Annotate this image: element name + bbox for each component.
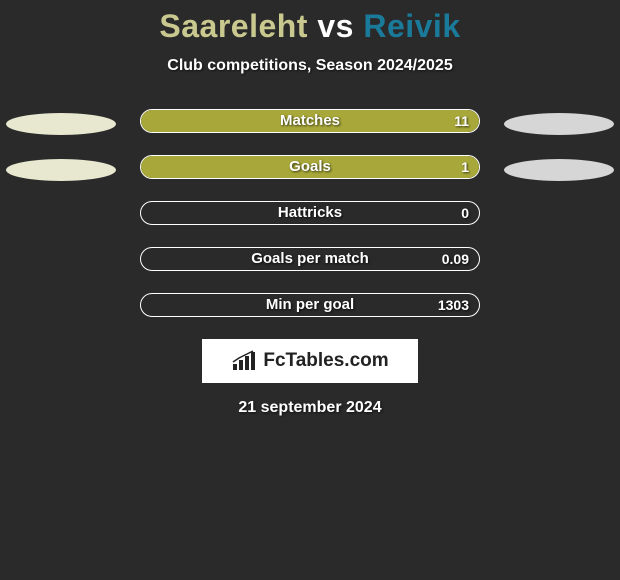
stat-label: Hattricks: [278, 202, 342, 224]
stat-area: Matches 11 Goals 1 Hattricks 0 Goals per match…: [0, 109, 620, 317]
stat-row: Goals per match 0.09: [140, 247, 480, 271]
chart-container: Saareleht vs Reivik Club competitions, S…: [0, 0, 620, 417]
stat-row: Min per goal 1303: [140, 293, 480, 317]
chart-icon: [231, 350, 257, 372]
stat-value-right: 1303: [438, 294, 469, 316]
title: Saareleht vs Reivik: [0, 8, 620, 45]
stat-rows: Matches 11 Goals 1 Hattricks 0 Goals per match…: [0, 109, 620, 317]
ellipse-left-0: [6, 113, 116, 135]
ellipse-right-1: [504, 159, 614, 181]
logo-box: FcTables.com: [202, 339, 418, 383]
logo-text: FcTables.com: [263, 350, 388, 372]
vs-text: vs: [317, 8, 354, 44]
stat-value-right: 1: [461, 156, 469, 178]
stat-value-right: 0.09: [442, 248, 469, 270]
player2-name: Reivik: [363, 8, 460, 44]
stat-label: Min per goal: [266, 294, 354, 316]
stat-label: Matches: [280, 110, 340, 132]
stat-label: Goals per match: [251, 248, 369, 270]
stat-row: Goals 1: [140, 155, 480, 179]
stat-value-right: 0: [461, 202, 469, 224]
stat-label: Goals: [289, 156, 331, 178]
stat-row: Hattricks 0: [140, 201, 480, 225]
subtitle: Club competitions, Season 2024/2025: [0, 57, 620, 75]
player1-name: Saareleht: [159, 8, 308, 44]
ellipse-left-1: [6, 159, 116, 181]
stat-row: Matches 11: [140, 109, 480, 133]
stat-value-right: 11: [454, 110, 469, 132]
date-line: 21 september 2024: [0, 399, 620, 417]
ellipse-right-0: [504, 113, 614, 135]
